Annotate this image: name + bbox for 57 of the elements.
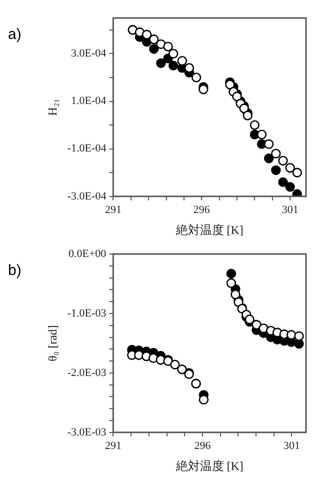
- point: [226, 268, 236, 278]
- y-tick-label: -3.0E-04: [67, 190, 107, 202]
- point: [184, 63, 194, 73]
- point: [271, 148, 281, 158]
- y-tick-label: -3.0E-03: [67, 426, 107, 438]
- text: a): [8, 26, 22, 43]
- point: [278, 177, 288, 187]
- x-axis-title: 絶対温度 [K]: [174, 458, 244, 473]
- y-axis-title: H₂₁: [45, 98, 60, 116]
- point: [142, 30, 152, 40]
- point: [292, 168, 302, 178]
- x-tick-label: 296: [194, 440, 212, 452]
- point: [156, 58, 166, 68]
- y-tick-label: 3.0E-04: [71, 48, 107, 60]
- point: [168, 60, 178, 70]
- y-tick-label: 1.0E-04: [71, 95, 107, 108]
- x-tick-label: 291: [104, 440, 122, 452]
- y-tick-label: 0.0E+00: [68, 248, 107, 260]
- point: [242, 110, 252, 120]
- point: [149, 34, 159, 44]
- point: [285, 163, 295, 173]
- y-tick-label: -1.0E-04: [67, 142, 107, 155]
- y-tick-label: -2.0E-03: [67, 366, 107, 379]
- point: [285, 182, 295, 192]
- point: [170, 360, 180, 370]
- x-tick-label: 301: [283, 440, 300, 452]
- point: [271, 165, 281, 176]
- point: [225, 80, 235, 90]
- point: [198, 84, 208, 94]
- point: [294, 331, 304, 341]
- point: [177, 364, 187, 374]
- point: [177, 56, 188, 66]
- point: [264, 139, 274, 149]
- point: [191, 72, 202, 82]
- point: [149, 44, 159, 54]
- point: [168, 48, 178, 59]
- point: [239, 104, 249, 114]
- point: [256, 130, 267, 140]
- y-axis-title: θ₀ [rad]: [45, 325, 60, 362]
- text: b): [8, 262, 22, 279]
- point: [286, 330, 296, 340]
- point: [198, 394, 209, 405]
- x-tick-label: 296: [193, 204, 210, 216]
- point: [250, 120, 260, 130]
- point: [230, 290, 240, 300]
- point: [226, 278, 236, 288]
- x-tick-label: 301: [282, 204, 298, 216]
- point: [278, 156, 288, 166]
- point: [244, 314, 254, 324]
- point: [264, 153, 274, 164]
- point: [252, 320, 262, 330]
- point: [163, 42, 173, 52]
- x-axis-title: 絶対温度 [K]: [174, 222, 244, 237]
- point: [232, 92, 242, 102]
- point: [292, 189, 302, 196]
- y-tick-label: -1.0E-03: [67, 307, 107, 320]
- x-tick-label: 291: [104, 204, 122, 216]
